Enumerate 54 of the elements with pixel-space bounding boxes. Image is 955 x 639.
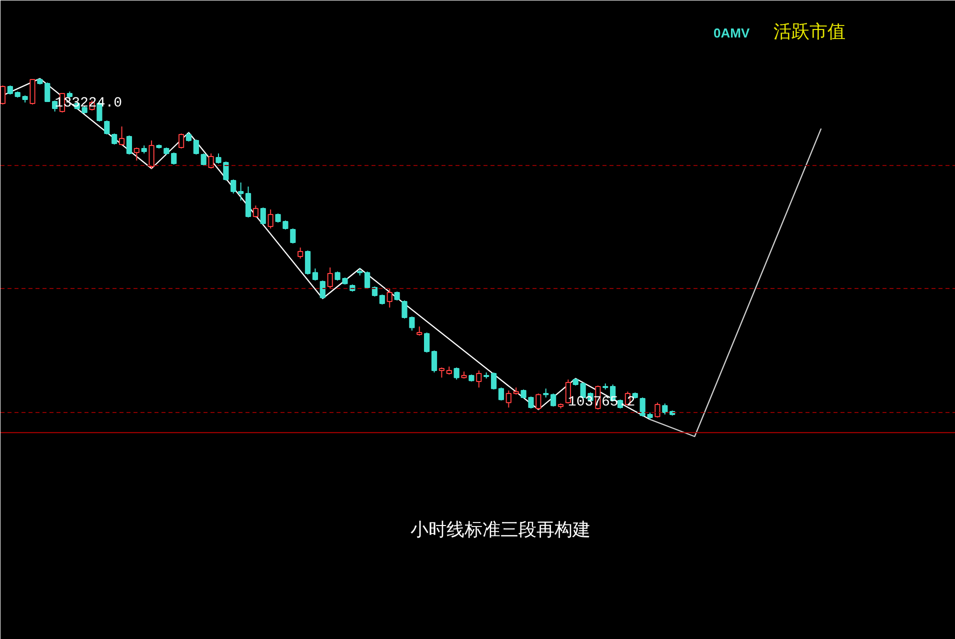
candlestick: [476, 370, 482, 388]
text: 0AMV: [714, 26, 750, 40]
candlestick: [662, 403, 668, 416]
candlestick: [223, 161, 229, 182]
candlestick: [252, 205, 258, 218]
candlestick: [528, 396, 534, 409]
candlestick: [148, 140, 154, 169]
candlestick: [386, 288, 392, 308]
candlestick: [200, 152, 206, 166]
candlestick: [134, 147, 140, 162]
candlestick: [186, 132, 192, 142]
candlestick: [268, 208, 274, 229]
candlestick: [7, 84, 13, 96]
candlestick: [536, 393, 542, 410]
candlestick: [402, 300, 408, 320]
candlestick: [193, 139, 199, 155]
candlestick: [454, 367, 460, 380]
candlestick: [245, 186, 252, 218]
candlestick: [654, 402, 660, 418]
candlestick: [416, 326, 422, 336]
candlestick: [275, 213, 281, 224]
candlestick: [112, 133, 118, 146]
candlestick: [490, 372, 497, 390]
candlestick: [298, 247, 304, 260]
candlestick: [126, 135, 132, 155]
candlestick: [438, 367, 444, 378]
candlestick: [216, 152, 222, 164]
candlestick: [171, 152, 177, 166]
candlestick: [312, 268, 318, 282]
candlestick: [178, 133, 184, 149]
candlestick: [372, 286, 378, 298]
candlestick: [320, 280, 326, 300]
candlestick: [290, 228, 296, 244]
candlestick: [327, 266, 333, 290]
candlestick: [230, 178, 236, 194]
candlestick: [208, 152, 214, 169]
candlestick: [238, 182, 244, 202]
candlestick: [550, 393, 556, 408]
candlestick: [118, 126, 125, 146]
candlestick: [44, 82, 50, 102]
candlestick: [506, 390, 512, 408]
candlestick: [104, 120, 110, 135]
candlestick: [260, 207, 266, 226]
candlestick: [409, 316, 415, 332]
candlestick: [520, 389, 526, 400]
candlestick: [498, 387, 504, 401]
text: 活跃市值: [774, 22, 846, 42]
candlestick: [424, 332, 430, 354]
candlestick: [304, 250, 311, 276]
candlestick: [364, 271, 370, 290]
candlestick: [431, 350, 438, 373]
text: 小时线标准三段再构建: [410, 520, 590, 540]
candlestick: [379, 294, 385, 306]
candlestick: [282, 220, 288, 230]
